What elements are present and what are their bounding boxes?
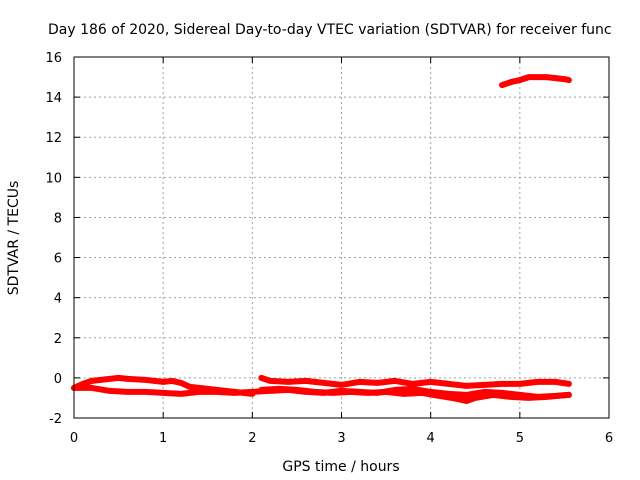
x-tick-label: 0: [70, 431, 78, 446]
y-tick-label: -2: [49, 412, 62, 427]
x-tick-labels: 0 1 2 3 4 5 6: [70, 431, 613, 446]
ticks: [73, 56, 610, 419]
grid: [74, 57, 609, 418]
chart-title: Day 186 of 2020, Sidereal Day-to-day VTE…: [48, 22, 612, 38]
y-axis-label: SDTVAR / TECUs: [6, 181, 22, 296]
y-tick-label: 16: [45, 51, 62, 66]
x-tick-label: 1: [159, 431, 167, 446]
x-axis-label: GPS time / hours: [282, 459, 399, 475]
series-line-track-3: [258, 374, 572, 389]
y-tick-label: 2: [54, 332, 62, 347]
y-tick-labels: -2 0 2 4 6 8 10 12 14 16: [45, 51, 62, 427]
x-tick-label: 4: [427, 431, 435, 446]
x-tick-label: 6: [605, 431, 613, 446]
y-tick-label: 4: [54, 292, 62, 307]
y-tick-label: 6: [54, 252, 62, 267]
x-tick-label: 3: [337, 431, 345, 446]
series-layer: [71, 74, 572, 404]
y-tick-label: 12: [45, 131, 62, 146]
series-line-track-4: [258, 385, 572, 404]
series-line-track-5: [499, 74, 572, 89]
x-tick-label: 2: [248, 431, 256, 446]
y-tick-label: 14: [45, 91, 62, 106]
y-tick-label: 8: [54, 211, 62, 226]
x-tick-label: 5: [516, 431, 524, 446]
y-tick-label: 10: [45, 171, 62, 186]
y-tick-label: 0: [54, 372, 62, 387]
